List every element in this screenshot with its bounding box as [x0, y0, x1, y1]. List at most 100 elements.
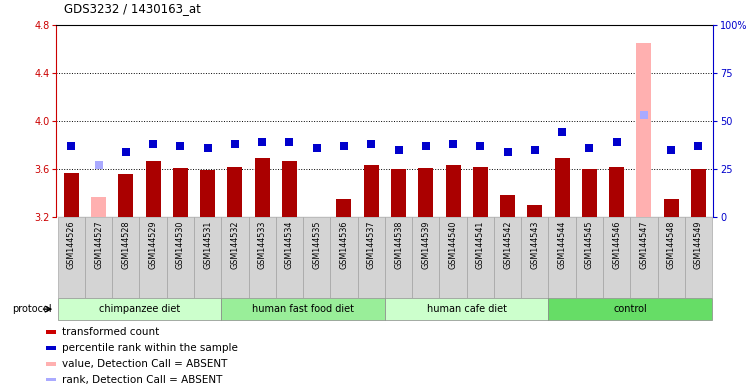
Text: value, Detection Call = ABSENT: value, Detection Call = ABSENT [62, 359, 228, 369]
Text: chimpanzee diet: chimpanzee diet [99, 304, 180, 314]
Bar [201, 170, 215, 217]
Bar [91, 197, 106, 217]
Text: GSM144545: GSM144545 [585, 220, 594, 269]
Bar [85, 217, 112, 298]
Point [65, 143, 77, 149]
Text: GSM144538: GSM144538 [394, 220, 403, 268]
Point [147, 141, 159, 147]
Bar [418, 168, 433, 217]
Bar [46, 346, 56, 350]
Bar [630, 217, 658, 298]
Bar [140, 217, 167, 298]
Point [338, 143, 350, 149]
Text: GSM144532: GSM144532 [231, 220, 240, 269]
Text: GDS3232 / 1430163_at: GDS3232 / 1430163_at [64, 2, 201, 15]
Bar [330, 217, 357, 298]
Bar [309, 217, 324, 219]
Text: GSM144534: GSM144534 [285, 220, 294, 268]
Point [502, 149, 514, 155]
Text: GSM144536: GSM144536 [339, 220, 348, 268]
Text: protocol: protocol [12, 304, 52, 314]
Point [556, 129, 568, 136]
Point [174, 143, 186, 149]
Text: GSM144540: GSM144540 [448, 220, 457, 268]
Bar [521, 217, 548, 298]
Point [692, 143, 704, 149]
Bar [548, 217, 576, 298]
Bar [363, 166, 379, 217]
Bar [222, 217, 249, 298]
Bar [555, 158, 569, 217]
Bar [466, 217, 494, 298]
Bar [46, 330, 56, 334]
Point [611, 139, 623, 145]
Text: GSM144539: GSM144539 [421, 220, 430, 269]
Bar [636, 43, 651, 217]
Point [584, 145, 596, 151]
Point [283, 139, 295, 145]
Point [638, 112, 650, 118]
Text: control: control [614, 304, 647, 314]
Bar [685, 217, 712, 298]
Point [202, 145, 214, 151]
Bar [336, 199, 351, 217]
Point [120, 149, 132, 155]
Bar [439, 217, 466, 298]
Text: GSM144535: GSM144535 [312, 220, 321, 269]
Text: GSM144531: GSM144531 [204, 220, 212, 268]
Text: GSM144544: GSM144544 [558, 220, 566, 268]
Bar [548, 298, 712, 320]
Bar [58, 298, 222, 320]
Text: GSM144529: GSM144529 [149, 220, 158, 269]
Bar [603, 217, 630, 298]
Bar [58, 217, 85, 298]
Point [229, 141, 241, 147]
Text: GSM144549: GSM144549 [694, 220, 703, 269]
Bar [385, 217, 412, 298]
Point [529, 147, 541, 153]
Bar [64, 172, 79, 217]
Point [665, 147, 677, 153]
Text: GSM144528: GSM144528 [122, 220, 131, 269]
Bar [412, 217, 439, 298]
Bar [173, 168, 188, 217]
Point [420, 143, 432, 149]
Bar [691, 169, 706, 217]
Point [256, 139, 268, 145]
Text: GSM144530: GSM144530 [176, 220, 185, 268]
Text: rank, Detection Call = ABSENT: rank, Detection Call = ABSENT [62, 374, 223, 384]
Point [365, 141, 377, 147]
Bar [46, 362, 56, 366]
Bar [445, 166, 460, 217]
Text: transformed count: transformed count [62, 327, 160, 337]
Text: GSM144542: GSM144542 [503, 220, 512, 269]
Bar [222, 298, 385, 320]
Text: human fast food diet: human fast food diet [252, 304, 354, 314]
Bar [276, 217, 303, 298]
Bar [658, 217, 685, 298]
Bar [282, 161, 297, 217]
Point [393, 147, 405, 153]
Point [447, 141, 459, 147]
Text: GSM144547: GSM144547 [639, 220, 648, 269]
Bar [576, 217, 603, 298]
Bar [119, 174, 134, 217]
Text: GSM144527: GSM144527 [94, 220, 103, 269]
Text: percentile rank within the sample: percentile rank within the sample [62, 343, 238, 353]
Bar [194, 217, 222, 298]
Point [311, 145, 323, 151]
Bar [609, 167, 624, 217]
Bar [46, 378, 56, 381]
Bar [473, 167, 488, 217]
Bar [255, 158, 270, 217]
Bar [527, 205, 542, 217]
Bar [500, 195, 515, 217]
Bar [357, 217, 385, 298]
Bar [228, 167, 243, 217]
Point [92, 162, 104, 168]
Bar [582, 169, 597, 217]
Bar [385, 298, 548, 320]
Bar [167, 217, 194, 298]
Text: human cafe diet: human cafe diet [427, 304, 507, 314]
Text: GSM144537: GSM144537 [366, 220, 376, 269]
